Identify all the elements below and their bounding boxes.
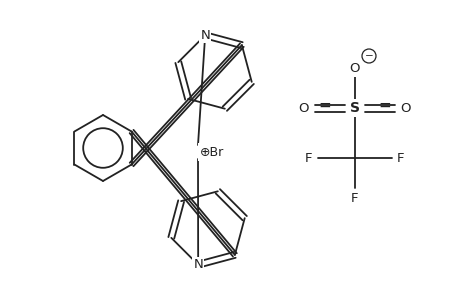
Text: F: F	[397, 152, 404, 164]
Text: ⊕Br: ⊕Br	[200, 146, 224, 158]
Text: S: S	[349, 101, 359, 115]
Text: =: =	[318, 98, 330, 112]
Text: O: O	[400, 101, 410, 115]
Text: N: N	[193, 258, 202, 271]
Text: =: =	[378, 98, 391, 112]
Text: −: −	[364, 51, 373, 61]
Text: O: O	[349, 61, 359, 74]
Text: F: F	[351, 191, 358, 205]
Text: O: O	[298, 101, 308, 115]
Text: F: F	[305, 152, 312, 164]
Text: N: N	[200, 29, 210, 42]
